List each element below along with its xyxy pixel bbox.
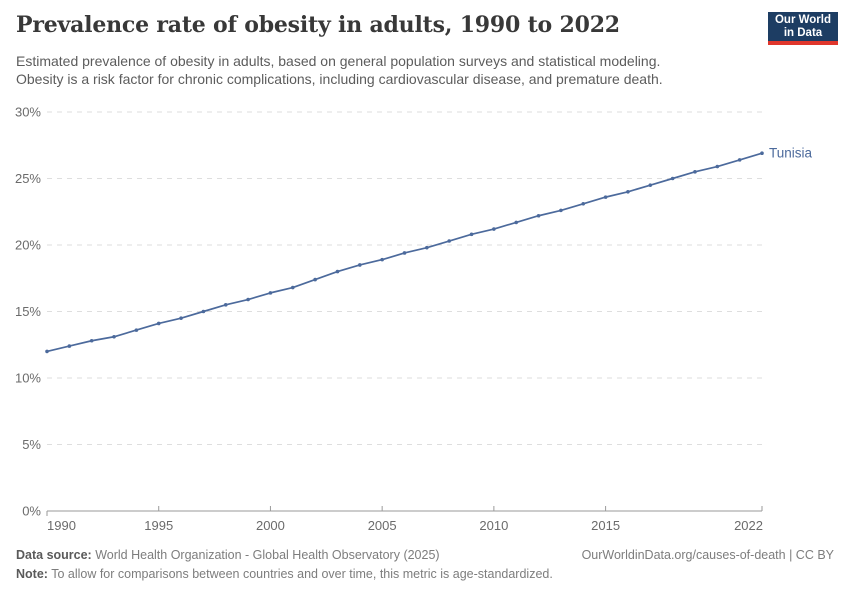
data-point (134, 328, 139, 332)
y-tick-label: 20% (15, 238, 41, 253)
footer-note-row: Note: To allow for comparisons between c… (16, 567, 834, 581)
data-point (201, 309, 206, 314)
data-point (693, 170, 697, 174)
data-point (179, 316, 183, 320)
y-tick-label: 0% (22, 504, 41, 519)
x-tick-label: 2000 (256, 518, 285, 533)
logo-text-line-1: Our World (774, 13, 831, 26)
data-point (425, 245, 429, 250)
data-point (536, 213, 541, 218)
data-point (358, 263, 362, 267)
data-point (89, 338, 94, 343)
data-point (603, 195, 608, 199)
y-tick-label: 5% (22, 437, 41, 452)
data-point (559, 208, 563, 213)
subtitle-line-2: Obesity is a risk factor for chronic com… (16, 70, 663, 87)
x-tick-label: 2015 (591, 518, 620, 533)
x-tick-label: 1990 (47, 518, 76, 533)
owid-logo: Our World in Data (768, 12, 838, 45)
note-text: Note: To allow for comparisons between c… (16, 567, 553, 581)
subtitle-line-1: Estimated prevalence of obesity in adult… (16, 53, 661, 69)
data-point (156, 321, 161, 326)
data-point (447, 239, 451, 243)
y-tick-label: 10% (15, 371, 41, 386)
y-tick-label: 25% (15, 171, 41, 186)
data-point (45, 349, 49, 354)
data-point (223, 303, 228, 307)
y-tick-label: 30% (15, 105, 41, 120)
data-point (380, 257, 384, 262)
data-point (67, 344, 72, 348)
datasource-text: Data source: World Health Organization -… (16, 548, 440, 562)
data-point (313, 277, 317, 282)
data-point (670, 176, 675, 181)
datasource-label: Data source: (16, 548, 92, 562)
note-value: To allow for comparisons between countri… (47, 567, 553, 581)
data-point (335, 269, 340, 274)
datasource-value: World Health Organization - Global Healt… (91, 548, 440, 562)
data-point (246, 297, 250, 302)
page-title: Prevalence rate of obesity in adults, 19… (16, 12, 620, 38)
license-link: OurWorldinData.org/causes-of-death | CC … (581, 548, 834, 562)
chart-subtitle: Estimated prevalence of obesity in adult… (16, 53, 663, 88)
logo-text-line-2: in Data (783, 26, 823, 39)
data-point (469, 232, 474, 237)
x-tick-label: 1995 (144, 518, 173, 533)
data-point (290, 285, 295, 290)
data-point (514, 220, 519, 225)
data-point (492, 227, 496, 231)
footer-datasource-row: Data source: World Health Organization -… (16, 548, 834, 562)
data-point (112, 334, 116, 339)
data-point (715, 164, 720, 169)
data-point (581, 201, 586, 206)
series-label: Tunisia (769, 146, 813, 161)
x-tick-label: 2010 (479, 518, 508, 533)
data-point (737, 158, 742, 162)
data-point (626, 190, 630, 194)
note-label: Note: (16, 567, 48, 581)
data-point (268, 291, 273, 295)
data-point (760, 151, 764, 156)
y-tick-label: 15% (15, 304, 41, 319)
x-tick-label: 2022 (734, 518, 763, 533)
x-tick-label: 2005 (368, 518, 397, 533)
data-point (402, 251, 407, 255)
data-point (648, 183, 653, 187)
